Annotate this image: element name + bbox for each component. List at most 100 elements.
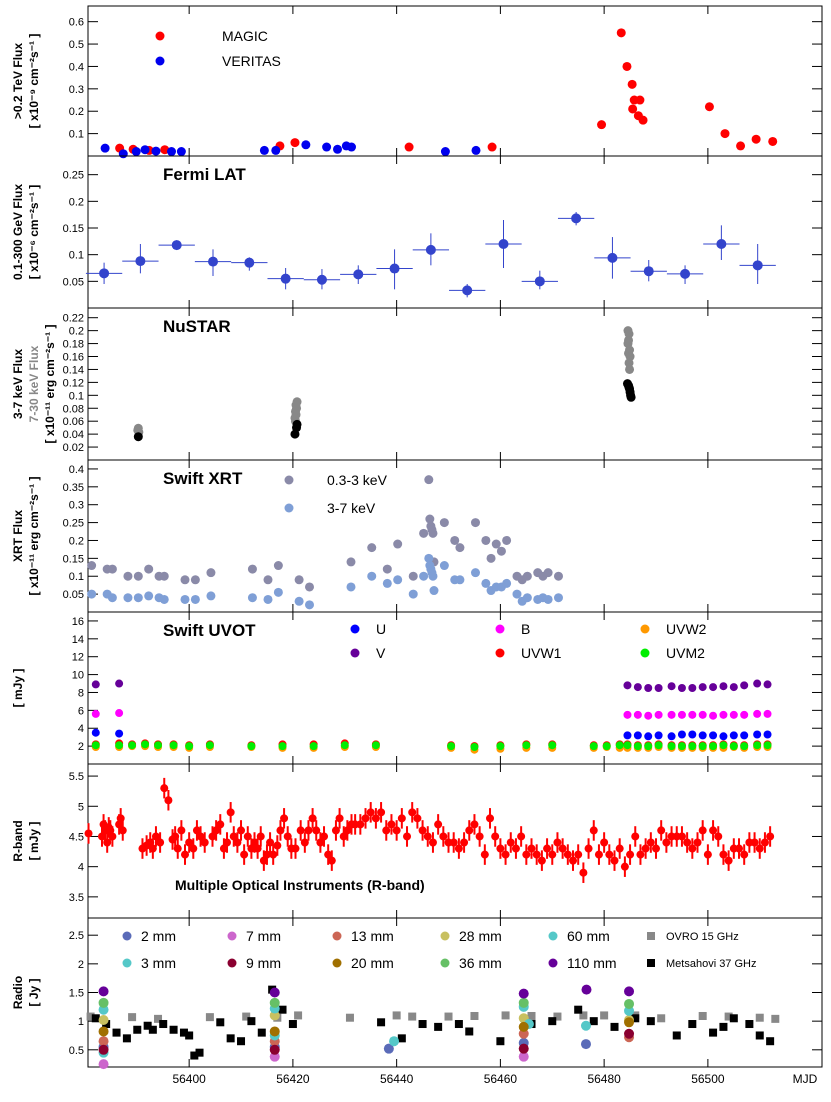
rband-point: [584, 844, 593, 853]
rband-point: [269, 850, 278, 859]
rband-point: [594, 850, 603, 859]
rband-point: [428, 838, 437, 847]
x-tick-label: 56440: [380, 1072, 414, 1086]
y-tick-label: 0.12: [63, 377, 84, 389]
radio-point: [518, 1043, 529, 1054]
nustar-point: [625, 364, 635, 374]
legend-marker: [495, 648, 505, 658]
uvot-point-V: [623, 681, 632, 690]
y-axis-label: [ x10⁻¹¹ erg cm⁻²s⁻¹ ]: [27, 476, 41, 595]
fermi-point: [208, 256, 219, 267]
radio-point: [518, 1021, 529, 1032]
uvot-point-B: [688, 710, 697, 719]
uvot-point-UVM2: [719, 741, 728, 750]
y-tick-label: 5: [78, 801, 84, 813]
y-tick-label: 0.1: [69, 129, 84, 141]
rband-point: [486, 814, 495, 823]
y-tick-label: 16: [72, 616, 84, 628]
rband-point: [84, 829, 93, 838]
swift-xrt-point: [294, 596, 304, 606]
fermi-point: [643, 266, 654, 277]
legend-marker: [647, 959, 655, 967]
swift-xrt-point: [382, 564, 392, 574]
uvot-point-UVM2: [688, 742, 697, 751]
nustar-point: [133, 432, 143, 442]
radio-point-Metsahovi 37 GHz: [709, 1028, 718, 1037]
rband-point: [693, 838, 702, 847]
radio-point: [624, 1017, 635, 1028]
uvot-point-UVM2: [247, 742, 256, 751]
rband-point: [636, 850, 645, 859]
x-tick-label: 56500: [691, 1072, 725, 1086]
uvot-point-B: [667, 710, 676, 719]
uvot-point-UVM2: [141, 740, 150, 749]
magic-veritas-point: [347, 142, 357, 152]
radio-point-Metsahovi 37 GHz: [112, 1028, 121, 1037]
radio-point-OVRO 15 GHz: [657, 1014, 666, 1023]
rband-point: [229, 832, 238, 841]
rband-point: [392, 826, 401, 835]
swift-xrt-point: [263, 575, 273, 585]
rband-point: [259, 856, 268, 865]
magic-veritas-point: [720, 129, 730, 139]
swift-xrt-point: [543, 594, 553, 604]
legend-label: 110 mm: [567, 955, 617, 971]
radio-point-Metsahovi 37 GHz: [729, 1014, 738, 1023]
rband-point: [563, 850, 572, 859]
radio-point-Metsahovi 37 GHz: [216, 1018, 225, 1027]
y-tick-label: 4.5: [69, 831, 84, 843]
swift-xrt-point: [133, 571, 143, 581]
uvot-point-UVM2: [667, 742, 676, 751]
legend-marker: [227, 958, 237, 968]
radio-point-OVRO 15 GHz: [470, 1011, 479, 1020]
radio-point-Metsahovi 37 GHz: [766, 1037, 775, 1046]
radio-point: [518, 1028, 529, 1039]
swift-xrt-point: [382, 578, 392, 588]
rband-point: [605, 850, 614, 859]
uvot-point-UVM2: [340, 741, 349, 750]
swift-xrt-point: [553, 593, 563, 603]
radio-point-Metsahovi 37 GHz: [278, 1005, 287, 1014]
uvot-point-B: [677, 710, 686, 719]
radio-point: [269, 997, 280, 1008]
rband-point: [439, 832, 448, 841]
radio-point: [98, 997, 109, 1008]
y-tick-label: 0.25: [63, 518, 84, 530]
y-tick-label: 1.5: [69, 988, 84, 1000]
radio-point-Metsahovi 37 GHz: [589, 1017, 598, 1026]
magic-veritas-point: [638, 115, 648, 125]
y-tick-label: 2: [78, 741, 84, 753]
rband-point: [273, 841, 282, 850]
radio-point: [98, 1036, 109, 1047]
legend-label: B: [521, 621, 530, 637]
radio-point: [269, 1051, 280, 1062]
panel-title: Fermi LAT: [163, 165, 246, 184]
rband-point: [339, 832, 348, 841]
rband-point: [164, 796, 173, 805]
swift-xrt-point: [522, 593, 532, 603]
swift-xrt-point: [180, 575, 190, 585]
uvot-point-UVM2: [589, 742, 598, 751]
rband-point: [397, 814, 406, 823]
magic-veritas-point: [176, 147, 186, 157]
rband-point: [324, 850, 333, 859]
uvot-point-U: [763, 730, 772, 739]
radio-point-Metsahovi 37 GHz: [548, 1017, 557, 1026]
y-tick-label: 0.5: [69, 1045, 84, 1057]
y-axis-label: 3-7 keV Flux: [11, 349, 25, 419]
swift-xrt-point: [87, 589, 97, 599]
panel-swift-uvot: 2 4 6 8 10 12 14 16 [ mJy ] Swift UVOT U B UVW2 V UVW1…: [11, 611, 823, 765]
radio-point-OVRO 15 GHz: [771, 1014, 780, 1023]
fermi-point: [534, 276, 545, 287]
radio-point: [581, 984, 592, 995]
rband-point: [703, 850, 712, 859]
panel-magic-veritas: 0.1 0.2 0.3 0.4 0.5 0.6 >0.2 TeV Flux[ x10⁻⁹ c…: [11, 5, 823, 159]
radio-point-OVRO 15 GHz: [579, 1011, 588, 1020]
uvot-point-V: [654, 684, 663, 692]
magic-veritas-point: [627, 79, 637, 89]
uvot-point-B: [719, 710, 728, 719]
legend-marker: [548, 958, 558, 968]
rband-point: [156, 838, 165, 847]
magic-veritas-point: [160, 145, 170, 155]
